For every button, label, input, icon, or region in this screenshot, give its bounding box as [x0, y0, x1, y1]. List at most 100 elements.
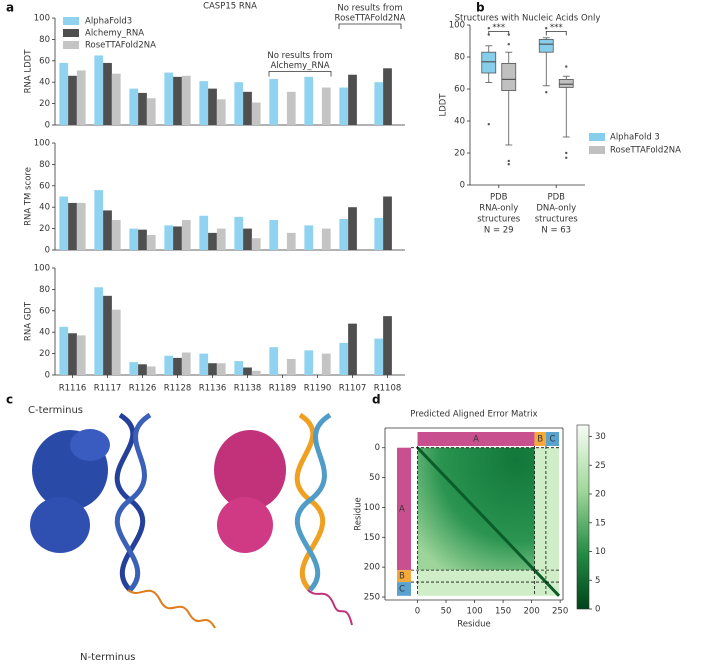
legend-label: AlphaFold 3 [610, 133, 660, 143]
bar [269, 347, 279, 375]
x-tick-label: R1138 [234, 384, 262, 394]
y-tick-label: 20 [39, 349, 50, 359]
legend-swatch [63, 41, 79, 49]
y-tick-label: 80 [454, 53, 465, 63]
bar [199, 81, 209, 125]
y-tick-label: 40 [39, 328, 50, 338]
bar [146, 98, 156, 125]
panel-label: a [6, 1, 14, 15]
bar [181, 352, 191, 375]
flier [545, 27, 548, 30]
x-tick-label: 100 [466, 607, 482, 617]
bar [138, 364, 147, 375]
legend-swatch [63, 29, 79, 37]
bar [173, 357, 182, 375]
segment-bar [417, 432, 535, 446]
bar [164, 72, 174, 125]
y-tick-label: 250 [364, 593, 380, 603]
colorbar-tick-label: 15 [595, 518, 606, 528]
bar [129, 88, 139, 125]
colorbar-tick-label: 25 [595, 461, 606, 471]
bar [146, 235, 156, 250]
bar [286, 232, 296, 250]
flier [565, 156, 568, 159]
x-tick-label: structures [535, 215, 579, 225]
bar [129, 362, 139, 375]
segment-bar [534, 432, 546, 446]
bar [348, 323, 357, 375]
x-tick-label: R1136 [199, 384, 227, 394]
panel-label: c [6, 393, 13, 407]
bar [94, 190, 104, 250]
bar [383, 316, 392, 375]
flier [487, 123, 490, 126]
segment-label: B [537, 435, 543, 445]
bar [138, 92, 147, 125]
bar [374, 82, 384, 125]
flier [507, 159, 510, 163]
y-axis-label: Residue [354, 497, 364, 531]
y-tick-label: 100 [34, 264, 50, 274]
flier [507, 163, 510, 166]
chart-title: CASP15 RNA [203, 2, 257, 12]
legend-label: Alchemy_RNA [85, 29, 144, 39]
bar [304, 76, 314, 125]
y-tick-label: 20 [454, 149, 465, 159]
legend-label: RoseTTAFold2NA [85, 41, 156, 51]
bar [321, 353, 331, 375]
segment-label: A [473, 435, 479, 445]
bar [208, 363, 217, 375]
bar [251, 238, 261, 250]
x-tick-label: N = 63 [541, 226, 571, 236]
colorbar-tick-label: 5 [595, 576, 600, 586]
bar [181, 220, 191, 250]
bar [76, 202, 86, 250]
y-tick-label: 0 [45, 121, 50, 131]
annotation-bracket [338, 23, 402, 29]
box [538, 39, 554, 53]
bar [59, 62, 69, 125]
bar [76, 70, 86, 125]
y-tick-label: 150 [364, 533, 380, 543]
chart-title: Structures with Nucleic Acids Only [455, 14, 601, 24]
bar [374, 338, 384, 375]
y-tick-label: 80 [39, 160, 50, 170]
bar [216, 363, 226, 375]
bar [339, 218, 349, 250]
bar [111, 220, 121, 250]
bar [68, 75, 77, 125]
flier [545, 91, 548, 94]
x-tick-label: R1107 [339, 384, 367, 394]
y-tick-label: 0 [460, 181, 465, 191]
annotation-bracket [268, 71, 332, 77]
flier [487, 33, 490, 36]
x-axis-label: Residue [457, 620, 491, 630]
panel-label: d [372, 393, 381, 407]
bar [304, 225, 314, 250]
flier [507, 43, 510, 46]
y-tick-label: 40 [39, 78, 50, 88]
bar [59, 326, 69, 375]
y-tick-label: 0 [45, 371, 50, 381]
y-tick-label: 100 [449, 21, 465, 31]
x-tick-label: 250 [552, 607, 568, 617]
bar [208, 88, 217, 125]
flier [507, 33, 510, 36]
annotation-text: No results from [337, 4, 402, 14]
x-tick-label: N = 29 [484, 226, 514, 236]
y-axis-label: RNA LDDT [24, 49, 34, 94]
bar [164, 355, 174, 375]
bar [321, 228, 331, 250]
bar [251, 102, 261, 125]
bar [164, 225, 174, 250]
significance-bracket [545, 31, 567, 36]
x-tick-label: R1126 [129, 384, 157, 394]
y-tick-label: 40 [454, 117, 465, 127]
box [481, 51, 497, 74]
y-tick-label: 100 [34, 139, 50, 149]
legend-swatch [589, 133, 605, 141]
bar [68, 202, 77, 250]
bar [129, 228, 139, 250]
significance-label: *** [492, 23, 505, 33]
